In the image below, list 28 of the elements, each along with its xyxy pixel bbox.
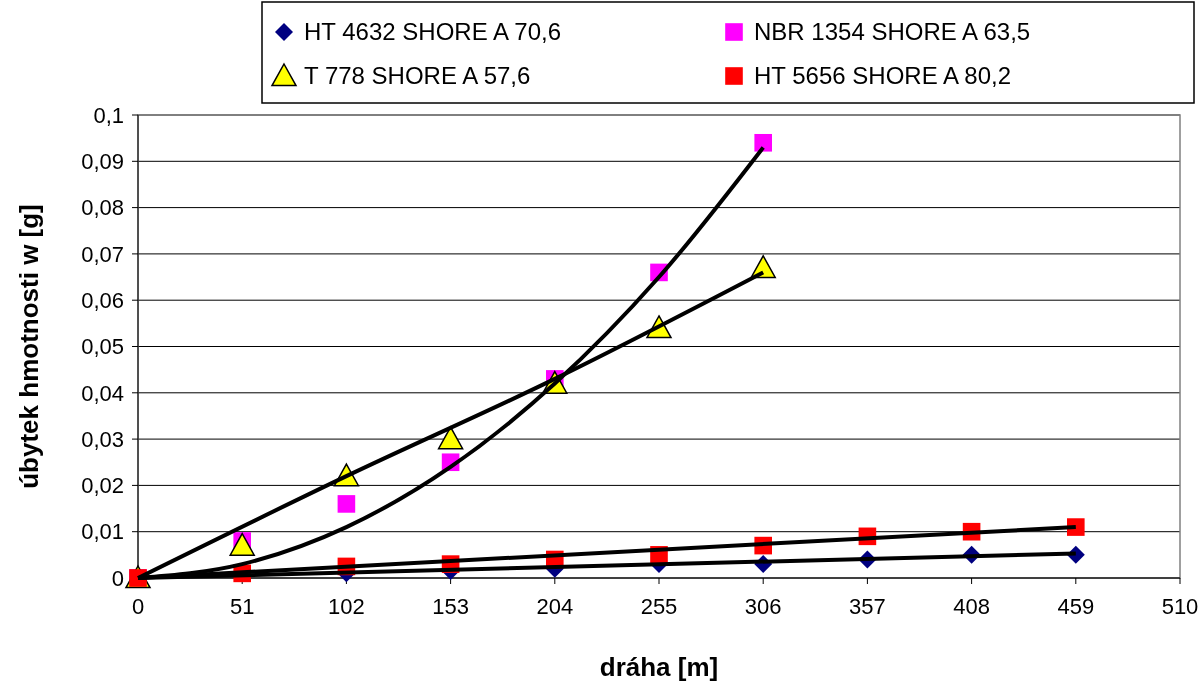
legend-label: HT 5656 SHORE A 80,2 <box>754 62 1012 90</box>
y-tick-label: 0,1 <box>93 102 124 128</box>
legend-label: NBR 1354 SHORE A 63,5 <box>754 18 1031 46</box>
x-tick-label: 204 <box>536 594 574 619</box>
x-tick-label: 0 <box>131 594 145 619</box>
y-tick-label: 0,06 <box>81 287 124 313</box>
y-tick-label: 0,04 <box>81 380 124 406</box>
y-tick-label: 0,09 <box>81 149 124 174</box>
legend-label: T 778 SHORE A 57,6 <box>304 62 531 90</box>
y-tick-label: 0,02 <box>81 473 124 499</box>
legend-label: HT 4632 SHORE A 70,6 <box>304 18 562 46</box>
x-tick-label: 51 <box>229 594 255 619</box>
y-tick-label: 0 <box>111 565 124 591</box>
y-tick-label: 0,08 <box>81 195 124 221</box>
y-axis-title: úbytek hmotnosti w [g] <box>14 204 44 489</box>
x-tick-label: 408 <box>953 594 990 619</box>
y-tick-label: 0,05 <box>81 334 124 360</box>
x-axis-title: dráha [m] <box>599 652 719 682</box>
y-tick-label: 0,03 <box>81 426 124 452</box>
x-tick-label: 357 <box>849 594 886 619</box>
y-tick-label: 0,07 <box>81 241 124 267</box>
x-tick-label: 255 <box>640 594 678 619</box>
x-tick-label: 459 <box>1057 594 1095 619</box>
x-tick-label: 306 <box>744 594 782 619</box>
y-tick-label: 0,01 <box>81 519 124 545</box>
x-tick-label: 510 <box>1161 594 1199 619</box>
x-tick-label: 102 <box>328 594 365 619</box>
x-tick-label: 153 <box>432 594 469 619</box>
